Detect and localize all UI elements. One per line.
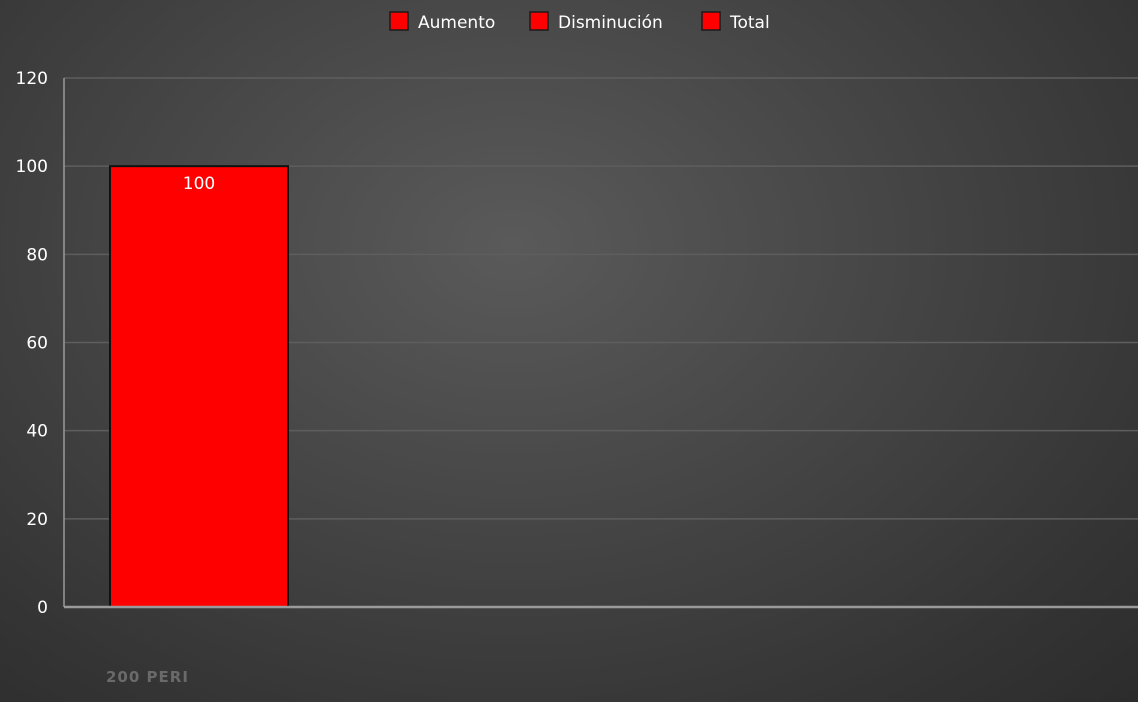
bar-total-0 <box>109 165 289 609</box>
legend-label-0: Aumento <box>418 13 495 33</box>
category-labels: 200 PERI <box>106 668 189 686</box>
axes <box>63 78 1138 609</box>
legend-label-2: Total <box>729 13 770 33</box>
y-tick-label-3: 60 <box>26 334 48 354</box>
category-label-0: 200 PERI <box>106 668 189 686</box>
legend-swatch-2 <box>701 11 721 31</box>
data-label-0: 100 <box>183 174 215 194</box>
y-tick-label-5: 100 <box>16 157 48 177</box>
y-tick-label-0: 0 <box>37 598 48 618</box>
y-tick-label-1: 20 <box>26 510 48 530</box>
legend-label-1: Disminución <box>558 13 663 33</box>
legend: Aumento Disminución Total <box>389 11 770 33</box>
y-axis-ticks: 0 20 40 60 80 100 120 <box>16 69 48 618</box>
legend-swatch-1 <box>529 11 549 31</box>
y-tick-label-2: 40 <box>26 422 48 442</box>
legend-swatch-0 <box>389 11 409 31</box>
data-labels: 100 <box>183 174 215 194</box>
y-tick-label-6: 120 <box>16 69 48 89</box>
bars <box>109 165 289 609</box>
y-tick-label-4: 80 <box>26 245 48 265</box>
